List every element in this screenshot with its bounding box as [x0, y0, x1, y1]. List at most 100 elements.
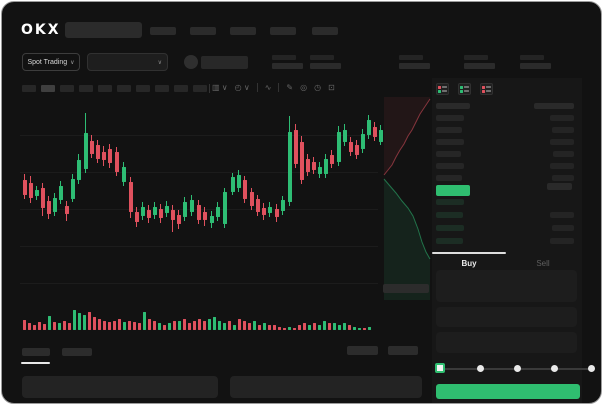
stat-label-skeleton-4: [464, 55, 488, 60]
volume-bar: [118, 319, 121, 330]
volume-bar: [338, 325, 341, 330]
toolbar-divider: [278, 83, 280, 92]
icon-row: [460, 85, 469, 89]
candle: [361, 134, 365, 149]
slider-dot-75pct[interactable]: [551, 365, 558, 372]
timeframe-button-8[interactable]: [155, 85, 169, 92]
timeframe-button-3[interactable]: [60, 85, 74, 92]
chart-setting-skeleton-1[interactable]: [347, 346, 378, 355]
chevron-down-icon: ∨: [157, 60, 162, 66]
nav-item-skeleton-2[interactable]: [190, 27, 216, 35]
candle-wick: [109, 144, 110, 168]
ask-row-amount-skeleton-4[interactable]: [553, 151, 574, 157]
ask-row-amount-skeleton-6[interactable]: [552, 175, 574, 181]
volume-bar: [358, 328, 361, 330]
timeframe-button-4[interactable]: [79, 85, 93, 92]
ask-row-price-skeleton-5[interactable]: [436, 163, 464, 169]
tab-sell[interactable]: Sell: [536, 258, 550, 268]
candle: [231, 177, 235, 192]
candle: [243, 180, 247, 199]
volume-bar: [133, 322, 136, 330]
buy-button[interactable]: [436, 384, 580, 399]
search-input[interactable]: [65, 22, 142, 38]
bid-row-price-skeleton-4[interactable]: [436, 238, 463, 244]
volume-bar: [83, 315, 86, 330]
total-input-skeleton[interactable]: [436, 332, 577, 353]
gridline-4: [20, 246, 378, 247]
ask-row-amount-skeleton-1[interactable]: [550, 115, 574, 121]
candle-wick: [325, 154, 326, 178]
timeframe-button-2[interactable]: [41, 85, 55, 92]
volume-bar: [93, 317, 96, 330]
timeframe-button-10[interactable]: [193, 85, 207, 92]
nav-item-skeleton-4[interactable]: [270, 27, 296, 35]
ask-row-amount-skeleton-3[interactable]: [550, 139, 574, 145]
volume-bar: [108, 322, 111, 330]
candle: [223, 192, 227, 224]
tab-buy[interactable]: Buy: [461, 258, 477, 268]
bottom-tab-2[interactable]: [62, 348, 92, 356]
timeframe-button-6[interactable]: [117, 85, 131, 92]
candle-wick: [160, 204, 161, 223]
depth-price-skeleton: [383, 284, 429, 293]
slider-dot-50pct[interactable]: [514, 365, 521, 372]
camera-icon[interactable]: ◎: [300, 83, 308, 92]
book-bids-icon[interactable]: [458, 83, 471, 95]
chart-type-icon[interactable]: ▥ ∨: [212, 83, 228, 92]
timeframe-button-9[interactable]: [174, 85, 188, 92]
bottom-tab-1[interactable]: [22, 348, 50, 356]
bid-row-price-skeleton-1[interactable]: [436, 199, 464, 205]
book-both-icon[interactable]: [436, 83, 449, 95]
ask-row-price-skeleton-4[interactable]: [436, 151, 461, 157]
candle-wick: [244, 176, 245, 203]
alert-icon[interactable]: ◷: [314, 83, 322, 92]
slider-dot-100pct[interactable]: [588, 365, 595, 372]
ask-row-price-skeleton-2[interactable]: [436, 127, 462, 133]
ask-row-price-skeleton-6[interactable]: [436, 175, 462, 181]
timeframe-button-1[interactable]: [22, 85, 36, 92]
nav-item-skeleton-3[interactable]: [230, 27, 256, 35]
candle: [330, 155, 334, 164]
volume-bar: [318, 325, 321, 330]
bid-row-amount-skeleton-4[interactable]: [550, 238, 574, 244]
volume-bar: [173, 321, 176, 330]
timeframe-button-7[interactable]: [136, 85, 150, 92]
bid-row-amount-skeleton-2[interactable]: [550, 212, 574, 218]
market-type-dropdown[interactable]: Spot Trading ∨: [22, 53, 80, 71]
ask-row-price-skeleton-1[interactable]: [436, 115, 464, 121]
nav-item-skeleton-1[interactable]: [150, 27, 176, 35]
icon-row: [438, 89, 447, 93]
amount-input-skeleton[interactable]: [436, 307, 577, 327]
volume-bar: [243, 321, 246, 330]
candle: [312, 162, 316, 170]
slider-dot-25pct[interactable]: [477, 365, 484, 372]
indicators-icon[interactable]: ◴ ∨: [234, 83, 250, 92]
bid-row-price-skeleton-3[interactable]: [436, 225, 464, 231]
line-tool-icon[interactable]: ∿: [264, 83, 272, 92]
price-input-skeleton[interactable]: [436, 270, 577, 302]
candle-wick: [60, 181, 61, 204]
candle-wick: [42, 183, 43, 216]
last-price-badge[interactable]: [436, 185, 470, 196]
candle-wick: [362, 129, 363, 153]
timeframe-button-5[interactable]: [98, 85, 112, 92]
candle-wick: [350, 137, 351, 156]
candle-wick: [54, 193, 55, 216]
book-asks-icon[interactable]: [480, 83, 493, 95]
amount-slider-handle[interactable]: [435, 363, 445, 373]
pair-selector-dropdown[interactable]: ∨: [87, 53, 168, 71]
bid-row-price-skeleton-2[interactable]: [436, 212, 463, 218]
draw-icon[interactable]: ✎: [286, 83, 294, 92]
ask-row-amount-skeleton-2[interactable]: [552, 127, 574, 133]
candle: [35, 190, 39, 196]
pair-name-skeleton[interactable]: [201, 56, 248, 69]
bid-row-amount-skeleton-3[interactable]: [552, 225, 574, 231]
volume-bar: [313, 323, 316, 330]
nav-item-skeleton-5[interactable]: [312, 27, 338, 35]
ask-row-amount-skeleton-5[interactable]: [550, 163, 574, 169]
chart-setting-skeleton-2[interactable]: [388, 346, 418, 355]
volume-bar: [208, 319, 211, 330]
ask-row-price-skeleton-3[interactable]: [436, 139, 464, 145]
volume-bar: [218, 321, 221, 330]
fullscreen-icon[interactable]: ⊡: [328, 83, 335, 92]
